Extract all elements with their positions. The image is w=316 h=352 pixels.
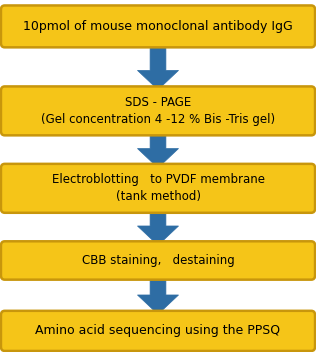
Text: 10pmol of mouse monoclonal antibody IgG: 10pmol of mouse monoclonal antibody IgG (23, 20, 293, 33)
Polygon shape (137, 276, 179, 314)
FancyBboxPatch shape (1, 241, 315, 279)
Text: Electroblotting   to PVDF membrane
(tank method): Electroblotting to PVDF membrane (tank m… (52, 173, 264, 203)
Polygon shape (137, 209, 179, 245)
FancyBboxPatch shape (1, 164, 315, 213)
Polygon shape (137, 43, 179, 90)
Text: Amino acid sequencing using the PPSQ: Amino acid sequencing using the PPSQ (35, 325, 281, 337)
Text: CBB staining,   destaining: CBB staining, destaining (82, 254, 234, 267)
FancyBboxPatch shape (1, 5, 315, 47)
FancyBboxPatch shape (1, 86, 315, 135)
Text: SDS - PAGE
(Gel concentration 4 -12 % Bis -Tris gel): SDS - PAGE (Gel concentration 4 -12 % Bi… (41, 96, 275, 126)
Polygon shape (137, 131, 179, 168)
FancyBboxPatch shape (1, 311, 315, 351)
